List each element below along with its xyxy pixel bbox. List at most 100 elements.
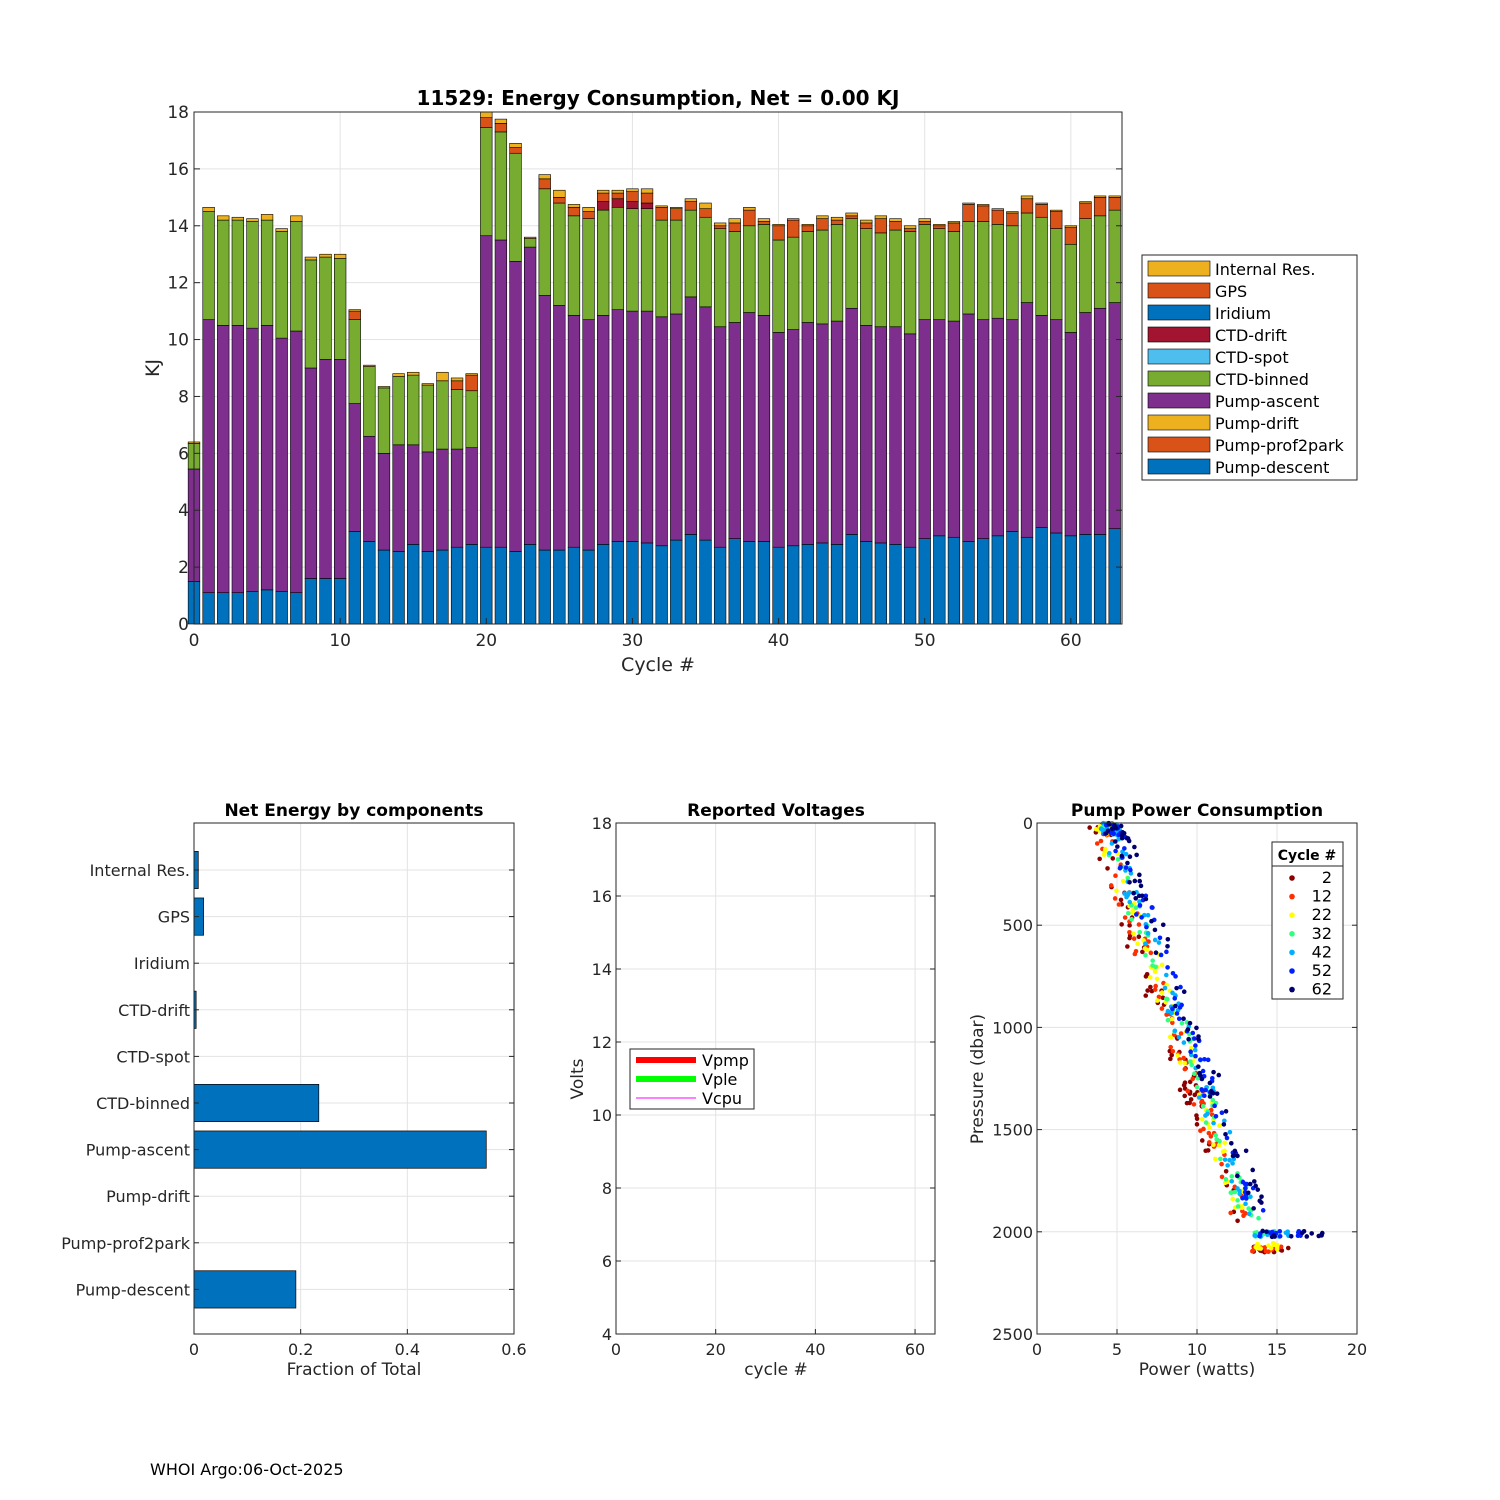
energy-bar-pump_descent (772, 546, 785, 625)
energy-bar-pump_ascent (933, 319, 946, 537)
pump-point-cycle-2 (1182, 1093, 1188, 1099)
pump-point-cycle-42 (1227, 1129, 1233, 1135)
energy-bar-pump_ascent (772, 332, 785, 548)
pump-point-cycle-42 (1222, 1157, 1228, 1162)
energy-bar-pump_descent (421, 551, 434, 625)
pump-point-cycle-62 (1132, 844, 1137, 850)
energy-bar-pump_descent (816, 542, 829, 625)
energy-bar-ctd_binned (743, 225, 756, 313)
legend-swatch-pump_drift (1147, 414, 1211, 431)
pump-point-cycle-52 (1193, 1053, 1198, 1059)
components-category-label: Pump-prof2park (61, 1234, 191, 1253)
energy-bar-pump_ascent (670, 313, 683, 541)
pump-point-cycle-52 (1240, 1195, 1245, 1201)
energy-bar-ctd_binned (801, 231, 814, 323)
energy-bar-ctd_binned (421, 384, 434, 453)
pump-point-cycle-22 (1135, 941, 1140, 947)
components-xtick-label: 0.2 (288, 1340, 313, 1359)
energy-bar-pump_ascent (918, 319, 931, 539)
pump-point-cycle-22 (1154, 976, 1160, 982)
energy-axes-box (193, 111, 1123, 625)
pump-point-cycle-12 (1098, 838, 1104, 844)
pump-point-cycle-32 (1200, 1104, 1206, 1109)
components-axes-box (193, 822, 515, 1335)
energy-bar-internal_res (480, 111, 493, 118)
pump-point-cycle-42 (1230, 1161, 1235, 1166)
energy-bar-internal_res (597, 189, 610, 194)
energy-bar-ctd_binned (436, 380, 449, 450)
pump-point-cycle-42 (1120, 849, 1125, 855)
pump-point-cycle-62 (1194, 1025, 1199, 1031)
energy-bar-gps (640, 192, 654, 204)
energy-bar-pump_ascent (597, 315, 610, 545)
pump-point-cycle-62 (1165, 944, 1170, 949)
pump-point-cycle-42 (1170, 990, 1175, 996)
pump-point-cycle-32 (1218, 1156, 1223, 1162)
pump-point-cycle-62 (1251, 1206, 1256, 1211)
pump-point-cycle-42 (1137, 899, 1142, 904)
pump-point-cycle-62 (1264, 1229, 1269, 1235)
pump-point-cycle-52 (1277, 1228, 1283, 1234)
pump-point-cycle-12 (1262, 1245, 1268, 1250)
components-grid (193, 823, 515, 1334)
pump-point-cycle-12 (1190, 1076, 1196, 1082)
pump-point-cycle-32 (1203, 1120, 1209, 1125)
pump-point-cycle-22 (1217, 1123, 1222, 1129)
energy-bar-gps (1079, 202, 1092, 219)
energy-bar-pump_descent (874, 542, 888, 625)
pump-point-cycle-22 (1222, 1140, 1228, 1146)
energy-bar-gps (538, 178, 551, 190)
energy-bar-pump_descent (918, 538, 931, 625)
pump-point-cycle-52 (1213, 1113, 1219, 1119)
pump-point-cycle-62 (1214, 1091, 1220, 1096)
pump-point-cycle-42 (1124, 894, 1129, 900)
energy-ticks: 0 2 4 6 8 10 12 14 16 18 0 10 20 30 40 50 60 (167, 103, 1122, 651)
pump-point-cycle-12 (1113, 873, 1118, 879)
components-xlabel: Fraction of Total (287, 1360, 422, 1380)
pump-point-cycle-42 (1145, 931, 1151, 936)
pump-point-cycle-32 (1229, 1174, 1235, 1179)
energy-bar-gps (450, 380, 464, 390)
legend-swatch-iridium (1147, 304, 1211, 321)
pump-point-cycle-62 (1118, 823, 1124, 829)
voltages-xtick-label: 40 (805, 1340, 825, 1359)
pump-legend-label: 12 (1312, 887, 1332, 906)
pump-point-cycle-62 (1309, 1231, 1315, 1236)
energy-bar-ctd_binned (348, 319, 361, 404)
voltages-ticks: 4 6 8 10 12 14 16 18 0 20 40 60 (592, 814, 935, 1359)
components-category-label: Pump-descent (76, 1280, 190, 1299)
pump-point-cycle-32 (1137, 929, 1143, 935)
pump-point-cycle-2 (1105, 866, 1110, 871)
energy-ytick-label: 16 (167, 160, 189, 180)
energy-bar-pump_ascent (1035, 315, 1048, 528)
pump-point-cycle-62 (1223, 1109, 1229, 1114)
pump-point-cycle-2 (1169, 1052, 1174, 1058)
energy-bar-ctd_binned (304, 259, 318, 369)
pump-point-cycle-52 (1172, 996, 1178, 1001)
pump-point-cycle-12 (1170, 1020, 1175, 1026)
energy-bar-pump_descent (1035, 526, 1048, 625)
energy-bar-ctd_binned (699, 216, 712, 308)
pump-point-cycle-62 (1160, 922, 1166, 928)
energy-bar-pump_ascent (787, 329, 800, 547)
pump-point-cycle-62 (1272, 1234, 1277, 1239)
pump-point-cycle-2 (1140, 949, 1145, 955)
energy-bar-pump_ascent (977, 319, 990, 539)
pump-point-cycle-42 (1203, 1113, 1208, 1118)
energy-bar-internal_res (933, 224, 946, 227)
energy-bar-ctd_binned (217, 219, 230, 326)
pump-xlabel: Power (watts) (1139, 1360, 1256, 1380)
pump-point-cycle-22 (1213, 1156, 1218, 1162)
energy-bar-pump_ascent (538, 295, 551, 551)
energy-bar-pump_ascent (348, 403, 361, 532)
energy-bar-pump_descent (640, 542, 654, 625)
energy-bar-gps (1035, 204, 1048, 218)
energy-bar-ctd_binned (991, 224, 1004, 319)
energy-bar-pump_ascent (523, 246, 537, 545)
pump-point-cycle-2 (1119, 922, 1124, 927)
energy-bar-ctd_binned (816, 229, 829, 325)
energy-bar-ctd_binned (830, 224, 844, 322)
energy-bar-ctd_binned (523, 238, 537, 248)
pump-point-cycle-12 (1168, 1044, 1173, 1050)
